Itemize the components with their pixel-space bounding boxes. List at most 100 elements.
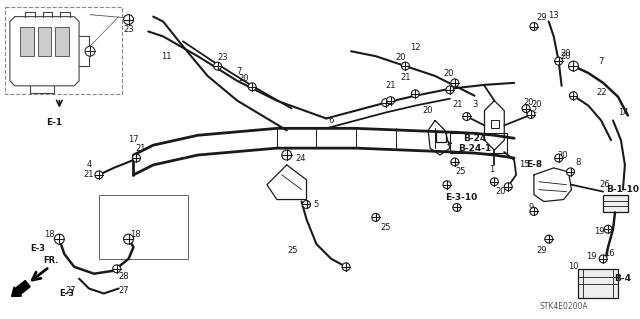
Text: 21: 21 [135,144,146,152]
Circle shape [372,213,380,221]
Circle shape [54,234,64,244]
Bar [20,26,34,56]
Circle shape [342,263,350,271]
Circle shape [124,15,134,25]
Text: 10: 10 [568,262,579,271]
Text: 20: 20 [532,100,542,109]
Circle shape [527,111,535,118]
Text: 20: 20 [557,151,568,160]
Text: E-8: E-8 [526,160,542,169]
Text: 25: 25 [456,167,466,176]
Text: 9: 9 [529,203,534,212]
Circle shape [453,204,461,211]
Text: 19: 19 [586,252,596,261]
Text: 4: 4 [86,160,92,169]
Text: 5: 5 [314,200,319,209]
Text: B-24: B-24 [463,134,486,143]
Text: 21: 21 [452,100,463,109]
Text: 18: 18 [44,230,55,239]
Text: B-24-1: B-24-1 [458,144,492,152]
Circle shape [522,105,530,113]
Text: 29: 29 [536,13,547,22]
Text: 29: 29 [536,247,547,256]
Text: 7: 7 [598,56,604,66]
Bar [5,7,122,94]
Text: 27: 27 [66,286,77,295]
Text: 22: 22 [596,88,607,97]
Text: 28: 28 [118,272,129,281]
Text: 20: 20 [524,98,534,107]
Circle shape [387,97,394,105]
Circle shape [545,235,553,243]
Bar [38,26,51,56]
Text: 25: 25 [287,247,298,256]
Circle shape [124,234,134,244]
Text: STK4E0200A: STK4E0200A [540,302,588,311]
Circle shape [451,79,459,87]
Text: 15: 15 [519,160,529,169]
Bar [603,195,628,212]
Text: FR.: FR. [44,256,59,265]
Circle shape [604,225,612,233]
Text: 21: 21 [385,81,396,90]
Circle shape [282,150,292,160]
Circle shape [303,201,310,208]
Text: 16: 16 [604,249,614,258]
Text: 23: 23 [217,53,228,62]
Circle shape [568,61,579,71]
Text: 20: 20 [444,70,454,78]
Text: E-3-10: E-3-10 [445,193,477,202]
Text: 21: 21 [400,73,411,82]
Text: 23: 23 [124,25,134,34]
Text: 25: 25 [380,223,391,232]
Text: 6: 6 [328,116,334,125]
Bar [579,269,618,298]
Text: E-3: E-3 [60,289,75,298]
Text: 13: 13 [548,11,559,20]
Circle shape [113,265,120,273]
Bar [492,121,499,128]
Text: 19: 19 [594,227,604,236]
Text: B-1-10: B-1-10 [607,185,639,194]
Circle shape [132,154,140,162]
Text: 20: 20 [423,106,433,115]
Circle shape [95,171,103,179]
Text: 18: 18 [130,230,141,239]
Bar [99,195,188,259]
Circle shape [214,62,221,70]
Circle shape [570,92,577,100]
Text: E-3: E-3 [30,244,45,254]
Text: 26: 26 [600,180,611,189]
Circle shape [248,83,256,91]
Circle shape [530,207,538,215]
Text: 20: 20 [560,49,571,58]
FancyArrow shape [12,280,30,296]
Circle shape [463,113,470,121]
Circle shape [381,99,390,107]
Circle shape [412,90,419,98]
Text: 7: 7 [237,66,242,76]
Text: 20: 20 [238,74,248,83]
Circle shape [566,168,575,176]
Text: 20: 20 [560,52,571,61]
Circle shape [504,183,512,191]
Text: B-4: B-4 [614,274,632,283]
Text: 12: 12 [410,43,420,52]
Bar [436,132,446,142]
Text: 20: 20 [395,53,406,62]
Text: 17: 17 [128,135,139,144]
Text: 11: 11 [161,52,172,61]
Text: 21: 21 [84,170,94,179]
Circle shape [401,62,410,70]
Circle shape [530,23,538,31]
Circle shape [490,178,499,186]
Circle shape [85,46,95,56]
Text: 1: 1 [489,165,494,174]
Bar [450,133,508,153]
Text: 8: 8 [576,159,581,167]
Circle shape [555,57,563,65]
Text: 2: 2 [531,106,536,115]
Circle shape [446,86,454,94]
Text: 3: 3 [472,100,477,109]
Text: 14: 14 [618,108,628,117]
